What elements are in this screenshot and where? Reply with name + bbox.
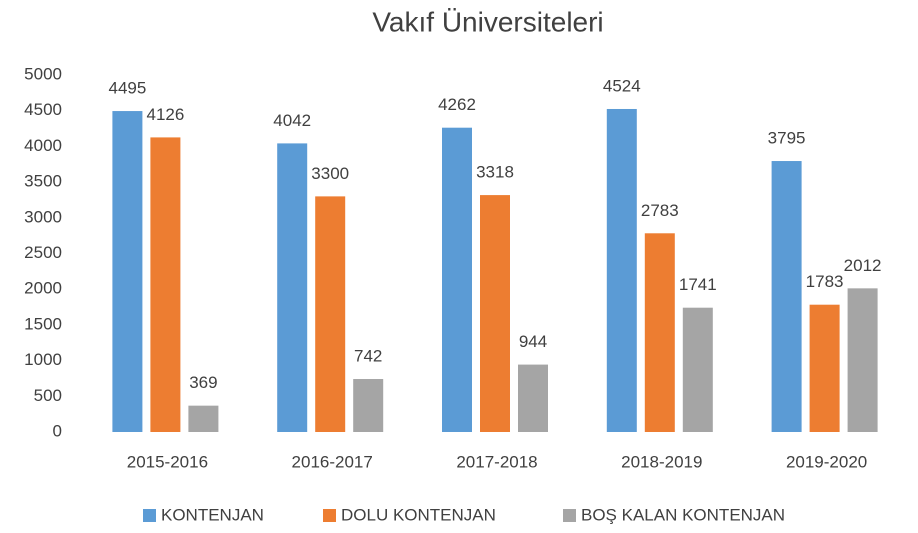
legend-swatch: [143, 509, 156, 522]
bar: [442, 127, 472, 432]
bar: [682, 307, 713, 432]
data-label: 742: [354, 347, 382, 366]
data-label: 4126: [146, 105, 184, 124]
data-label: 4495: [108, 79, 146, 98]
data-label: 3318: [476, 163, 514, 182]
x-tick-label: 2015-2016: [127, 452, 208, 471]
bar: [480, 195, 510, 432]
data-label: 369: [189, 373, 217, 392]
y-tick-label: 3000: [24, 207, 62, 226]
bar: [644, 233, 675, 432]
legend-label: KONTENJAN: [161, 505, 264, 524]
bar: [809, 304, 840, 432]
data-label: 3795: [768, 129, 806, 148]
y-tick-label: 4000: [24, 136, 62, 155]
bar: [847, 288, 878, 432]
bar: [188, 405, 219, 432]
data-label: 4524: [603, 76, 641, 95]
x-tick-label: 2019-2020: [786, 452, 867, 471]
data-label: 1783: [806, 272, 844, 291]
data-label: 944: [519, 332, 547, 351]
bar: [518, 364, 548, 432]
bar: [150, 137, 181, 432]
x-tick-label: 2017-2018: [456, 452, 537, 471]
y-tick-label: 500: [34, 386, 62, 405]
x-tick-label: 2018-2019: [621, 452, 702, 471]
x-tick-label: 2016-2017: [292, 452, 373, 471]
legend-swatch: [323, 509, 336, 522]
bar: [606, 108, 637, 433]
chart-title: Vakıf Üniversiteleri: [372, 6, 603, 37]
y-tick-label: 0: [53, 421, 62, 440]
bar: [277, 143, 308, 433]
y-tick-label: 1000: [24, 350, 62, 369]
legend-label: DOLU KONTENJAN: [341, 505, 496, 524]
bar: [771, 161, 802, 433]
bar: [315, 196, 346, 432]
bar: [353, 379, 384, 432]
y-tick-label: 5000: [24, 64, 62, 83]
data-label: 4042: [273, 111, 311, 130]
data-label: 2012: [844, 256, 882, 275]
y-tick-label: 1500: [24, 314, 62, 333]
y-tick-label: 2000: [24, 279, 62, 298]
y-tick-label: 4500: [24, 100, 62, 119]
legend-label: BOŞ KALAN KONTENJAN: [581, 505, 785, 524]
bar: [112, 111, 143, 432]
y-tick-label: 3500: [24, 172, 62, 191]
y-tick-label: 2500: [24, 243, 62, 262]
legend-swatch: [563, 509, 576, 522]
data-label: 1741: [679, 275, 717, 294]
data-label: 2783: [641, 201, 679, 220]
data-label: 4262: [438, 95, 476, 114]
data-label: 3300: [311, 164, 349, 183]
